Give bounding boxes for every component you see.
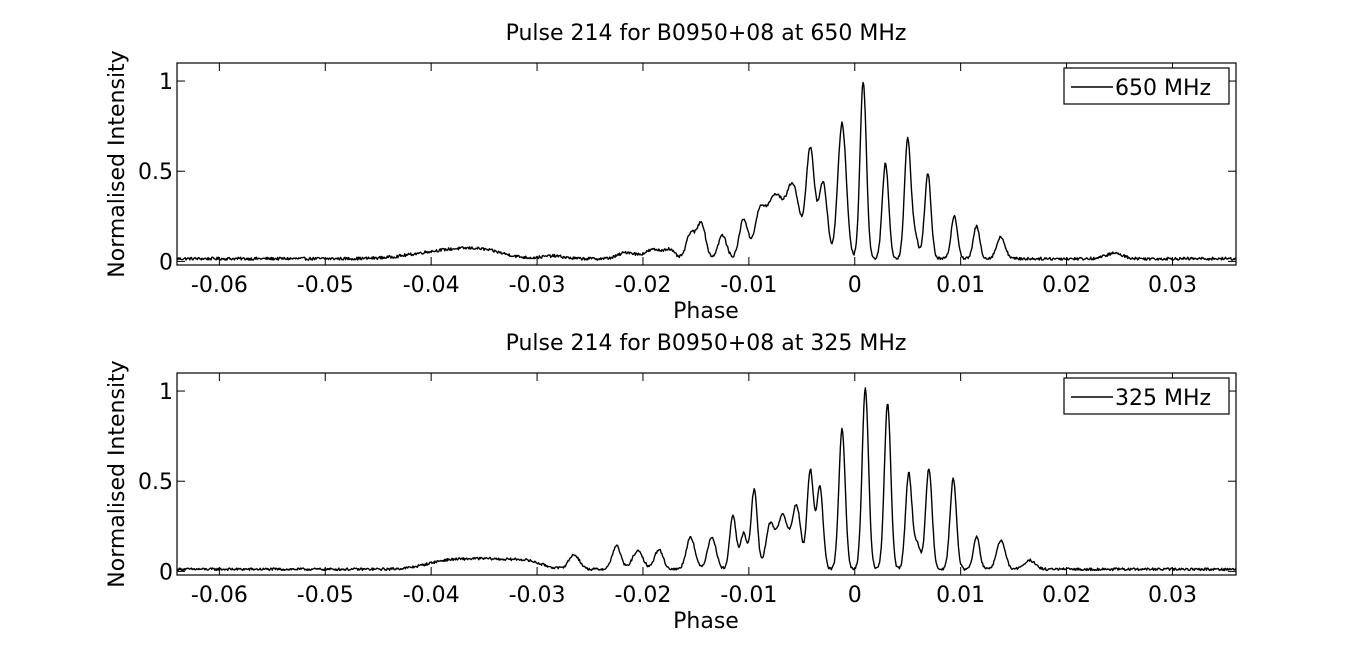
legend-label: 650 MHz — [1115, 76, 1211, 101]
legend: 325 MHz — [1063, 377, 1230, 415]
y-tick-label: 0 — [159, 560, 173, 585]
axes-frame — [176, 372, 1237, 576]
x-tick-label: 0.01 — [936, 273, 985, 298]
x-tick-label: -0.01 — [720, 583, 777, 608]
x-tick-label: 0.02 — [1042, 583, 1091, 608]
x-tick-label: -0.06 — [191, 583, 248, 608]
legend-box — [1063, 67, 1230, 105]
plot-panel-650mhz: Pulse 214 for B0950+08 at 650 MHz -0.06-… — [105, 21, 1237, 324]
x-tick-label: -0.01 — [720, 273, 777, 298]
x-tick-label: 0.03 — [1148, 583, 1197, 608]
x-tick-label: 0.03 — [1148, 273, 1197, 298]
series-layer — [176, 387, 1237, 572]
x-tick-label: 0 — [848, 273, 862, 298]
series-layer — [176, 81, 1237, 261]
tick-layer: -0.06 -0.05 -0.04 -0.03 -0.02 -0.01 0 0.01 0.02 0… — [138, 63, 1236, 298]
x-tick-label: -0.04 — [403, 273, 460, 298]
series-line — [176, 81, 1237, 261]
tick-layer: -0.06 -0.05 -0.04 -0.03 -0.02 -0.01 0 0.01 0.02 0… — [138, 373, 1236, 608]
plot-title: Pulse 214 for B0950+08 at 325 MHz — [506, 331, 907, 356]
axes-frame — [176, 62, 1237, 266]
y-tick-label: 0 — [159, 250, 173, 275]
x-tick-label: -0.03 — [509, 583, 566, 608]
x-tick-label: -0.02 — [614, 583, 671, 608]
y-tick-label: 0.5 — [138, 160, 173, 185]
x-axis-label: Phase — [673, 299, 739, 324]
x-tick-label: 0.02 — [1042, 273, 1091, 298]
legend: 650 MHz — [1063, 67, 1230, 105]
plot-title: Pulse 214 for B0950+08 at 650 MHz — [506, 21, 907, 46]
x-tick-label: 0 — [848, 583, 862, 608]
x-tick-label: -0.06 — [191, 273, 248, 298]
legend-box — [1063, 377, 1230, 415]
y-axis-label: Normalised Intensity — [105, 360, 130, 587]
y-tick-label: 1 — [159, 70, 173, 95]
x-axis-label: Phase — [673, 609, 739, 634]
y-tick-label: 0.5 — [138, 470, 173, 495]
series-line — [176, 387, 1237, 572]
y-tick-label: 1 — [159, 380, 173, 405]
x-tick-label: -0.05 — [297, 273, 354, 298]
x-tick-label: -0.05 — [297, 583, 354, 608]
y-axis-label: Normalised Intensity — [105, 50, 130, 277]
legend-label: 325 MHz — [1115, 386, 1211, 411]
x-tick-label: -0.04 — [403, 583, 460, 608]
plot-panel-325mhz: Pulse 214 for B0950+08 at 325 MHz -0.06-… — [105, 331, 1237, 634]
x-tick-label: -0.02 — [614, 273, 671, 298]
x-tick-label: -0.03 — [509, 273, 566, 298]
x-tick-label: 0.01 — [936, 583, 985, 608]
